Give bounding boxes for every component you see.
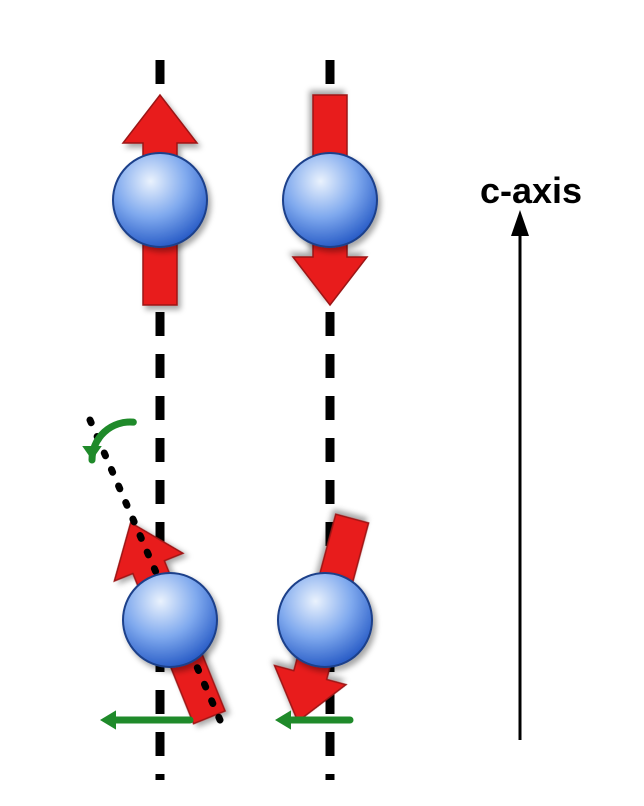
- atom-bot_right: [278, 573, 372, 667]
- c-axis-label: c-axis: [480, 170, 582, 212]
- atom-bot_left: [123, 573, 217, 667]
- green-arrow: [275, 710, 350, 729]
- atom-top_right: [283, 153, 377, 247]
- atom-top_left: [113, 153, 207, 247]
- c-axis-arrow: [511, 210, 529, 740]
- green-arrow: [100, 710, 190, 729]
